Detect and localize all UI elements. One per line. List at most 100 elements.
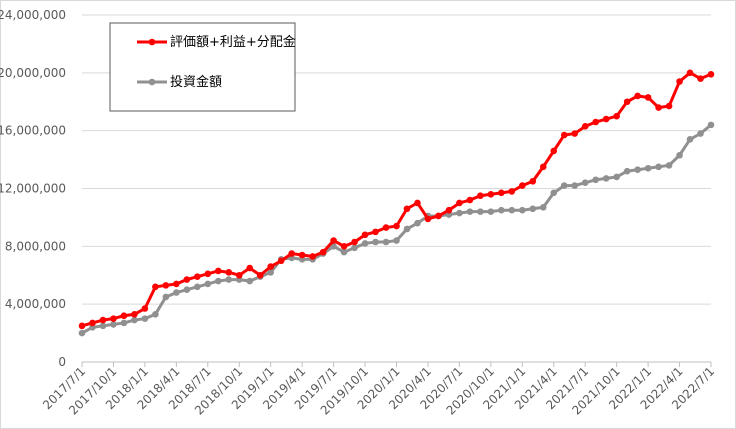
legend-label: 投資金額	[170, 74, 222, 90]
y-tick-label: 4,000,000	[5, 297, 66, 311]
point	[403, 225, 411, 233]
point	[330, 243, 337, 250]
point	[131, 316, 138, 324]
point	[686, 69, 694, 77]
y-tick-label: 8,000,000	[5, 239, 66, 253]
point	[676, 78, 683, 85]
point	[340, 243, 348, 250]
point	[613, 173, 620, 181]
point	[487, 208, 495, 215]
point	[382, 224, 390, 231]
point	[466, 208, 474, 215]
point	[288, 250, 295, 257]
point	[361, 240, 369, 247]
point	[623, 98, 631, 106]
point	[560, 131, 568, 139]
point	[508, 188, 516, 195]
point	[571, 130, 579, 137]
point	[89, 319, 96, 327]
point	[477, 192, 484, 200]
point	[183, 276, 191, 283]
point	[445, 206, 453, 214]
point	[225, 269, 233, 276]
point	[162, 282, 170, 289]
point	[319, 248, 327, 256]
legend-label: 評価額+利益+分配金	[170, 34, 296, 50]
point	[602, 175, 610, 182]
point	[246, 264, 254, 272]
point	[194, 273, 201, 280]
point	[194, 283, 201, 291]
point	[141, 315, 149, 322]
point	[623, 167, 631, 175]
point	[152, 310, 159, 318]
point	[655, 104, 662, 111]
point	[697, 130, 704, 137]
point	[550, 189, 558, 197]
point	[120, 319, 128, 327]
y-tick-label: 12,000,000	[0, 182, 66, 196]
point	[707, 121, 715, 129]
point	[665, 162, 673, 169]
point	[372, 228, 379, 236]
point	[110, 315, 117, 322]
point	[498, 189, 505, 197]
legend-marker	[148, 78, 156, 86]
point	[456, 209, 463, 217]
point	[403, 205, 411, 213]
point	[602, 115, 610, 123]
y-tick-label: 0	[58, 355, 66, 369]
point	[697, 75, 704, 82]
point	[204, 280, 212, 288]
point	[214, 277, 222, 285]
point	[644, 164, 652, 172]
point	[560, 182, 568, 189]
point	[246, 277, 254, 285]
point	[529, 177, 537, 185]
point	[539, 203, 547, 211]
point	[256, 271, 264, 279]
point	[508, 206, 516, 214]
point	[414, 219, 421, 227]
point	[110, 321, 117, 328]
point	[267, 263, 275, 270]
point	[372, 238, 379, 246]
point	[644, 94, 652, 101]
point	[351, 238, 358, 246]
point	[173, 280, 180, 288]
point	[550, 147, 558, 155]
point	[686, 136, 694, 143]
point	[529, 205, 537, 213]
point	[487, 190, 495, 198]
y-tick-label: 20,000,000	[0, 66, 66, 80]
y-tick-label: 16,000,000	[0, 124, 66, 138]
legend-marker	[148, 38, 156, 46]
point	[581, 179, 589, 187]
y-tick-label: 24,000,000	[0, 8, 66, 22]
point	[340, 248, 348, 256]
point	[267, 269, 275, 276]
point	[99, 316, 107, 324]
point	[393, 222, 400, 230]
point	[225, 276, 233, 283]
point	[435, 212, 442, 220]
point	[456, 199, 463, 207]
point	[498, 206, 505, 214]
point	[78, 322, 86, 330]
point	[141, 305, 149, 312]
point	[152, 283, 159, 291]
point	[382, 238, 390, 246]
point	[173, 289, 180, 296]
point	[330, 237, 337, 244]
point	[214, 267, 222, 275]
point	[120, 312, 128, 320]
point	[204, 270, 212, 278]
point	[298, 251, 306, 259]
point	[571, 182, 579, 189]
point	[676, 151, 683, 159]
point	[309, 253, 316, 260]
point	[539, 163, 547, 171]
point	[655, 163, 662, 171]
point	[519, 206, 526, 214]
